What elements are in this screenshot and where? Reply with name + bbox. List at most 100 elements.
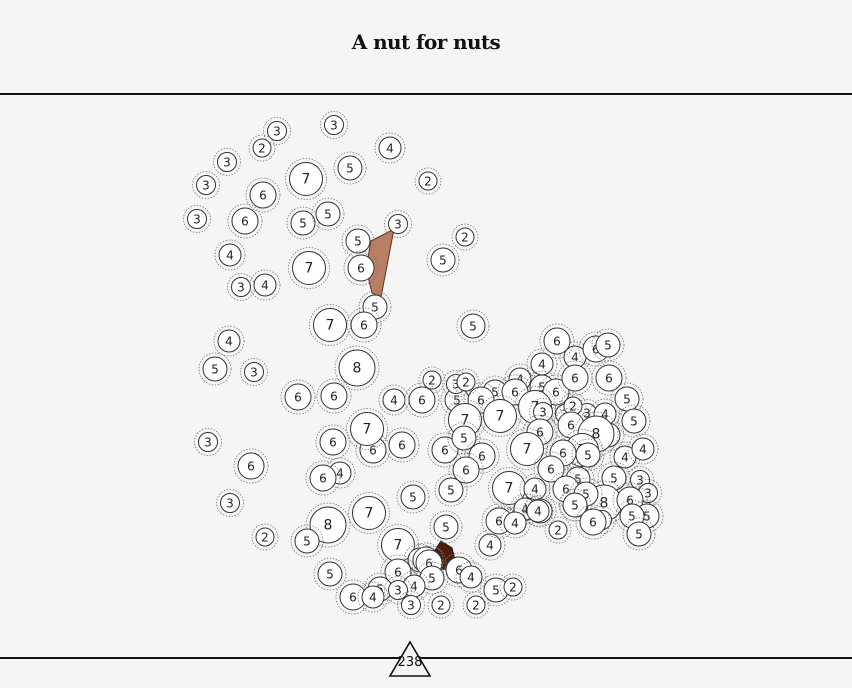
nut-8[interactable]: 8 <box>305 502 351 548</box>
nut-5[interactable]: 5 <box>429 510 463 544</box>
nut-6[interactable]: 6 <box>557 360 593 396</box>
nut-6[interactable]: 6 <box>305 460 341 496</box>
nut-6[interactable]: 6 <box>404 382 440 418</box>
nut-4[interactable]: 4 <box>559 341 591 373</box>
nut-2[interactable]: 2 <box>559 392 587 420</box>
nut-5[interactable]: 5 <box>313 557 347 591</box>
nut-2[interactable]: 2 <box>251 523 279 551</box>
nut-7[interactable]: 7 <box>346 408 388 450</box>
nut-7[interactable]: 7 <box>288 247 330 289</box>
nut-7[interactable]: 7 <box>348 492 390 534</box>
nut-6[interactable]: 6 <box>533 451 569 487</box>
nut-5[interactable]: 5 <box>311 197 345 231</box>
nut-5[interactable]: 5 <box>396 480 430 514</box>
nut-7[interactable]: 7 <box>506 428 548 470</box>
nut-6[interactable]: 6 <box>539 323 575 359</box>
nut-6[interactable]: 6 <box>280 379 316 415</box>
nut-8[interactable]: 8 <box>334 345 380 391</box>
nut-4[interactable]: 4 <box>474 529 506 561</box>
nut-6[interactable]: 6 <box>315 424 351 460</box>
nut-7[interactable]: 7 <box>479 395 521 437</box>
nut-3[interactable]: 3 <box>263 117 291 145</box>
nut-4[interactable]: 4 <box>214 239 246 271</box>
nut-4[interactable]: 4 <box>374 132 406 164</box>
nut-7[interactable]: 7 <box>285 158 327 200</box>
nut-3[interactable]: 3 <box>216 489 244 517</box>
nut-circle <box>249 181 277 209</box>
nut-4[interactable]: 4 <box>213 325 245 357</box>
nut-circle <box>352 496 386 530</box>
nut-2[interactable]: 2 <box>452 368 480 396</box>
nut-6[interactable]: 6 <box>448 452 484 488</box>
nut-halo <box>526 348 558 380</box>
nut-6[interactable]: 6 <box>346 307 382 343</box>
nut-3[interactable]: 3 <box>183 205 211 233</box>
nut-4[interactable]: 4 <box>522 495 554 527</box>
nut-2[interactable]: 2 <box>427 591 455 619</box>
nut-halo <box>290 524 324 558</box>
nut-circle <box>466 595 486 615</box>
nut-circle <box>503 577 523 597</box>
nut-6[interactable]: 6 <box>384 427 420 463</box>
nut-6[interactable]: 6 <box>591 360 627 396</box>
nut-2[interactable]: 2 <box>499 573 527 601</box>
nut-5[interactable]: 5 <box>333 151 367 185</box>
nut-circle <box>548 520 568 540</box>
nut-6[interactable]: 6 <box>575 504 611 540</box>
nut-5[interactable]: 5 <box>622 517 656 551</box>
nut-5[interactable]: 5 <box>198 352 232 386</box>
nut-3[interactable]: 3 <box>194 428 222 456</box>
nut-circle <box>456 372 476 392</box>
nut-3[interactable]: 3 <box>213 148 241 176</box>
nut-6[interactable]: 6 <box>245 177 281 213</box>
nut-halo <box>519 473 551 505</box>
nut-label: 6 <box>553 335 561 349</box>
nut-5[interactable]: 5 <box>591 328 625 362</box>
nut-3[interactable]: 3 <box>384 210 412 238</box>
nut-2[interactable]: 2 <box>418 366 446 394</box>
nut-5[interactable]: 5 <box>456 309 490 343</box>
nut-circle <box>388 431 416 459</box>
nut-6[interactable]: 6 <box>227 203 263 239</box>
nut-4[interactable]: 4 <box>455 561 487 593</box>
nut-5[interactable]: 5 <box>415 561 449 595</box>
nut-halo <box>343 250 379 286</box>
nut-2[interactable]: 2 <box>248 134 276 162</box>
nut-5[interactable]: 5 <box>571 438 605 472</box>
nut-4[interactable]: 4 <box>627 433 659 465</box>
nut-halo <box>214 239 246 271</box>
nut-2[interactable]: 2 <box>414 167 442 195</box>
nut-label: 6 <box>330 390 338 404</box>
nut-4[interactable]: 4 <box>499 507 531 539</box>
nut-3[interactable]: 3 <box>240 358 268 386</box>
nut-2[interactable]: 2 <box>544 516 572 544</box>
nut-2[interactable]: 2 <box>451 223 479 251</box>
nut-5[interactable]: 5 <box>434 473 468 507</box>
nut-5[interactable]: 5 <box>341 224 375 258</box>
nut-label: 7 <box>496 409 505 425</box>
nut-6[interactable]: 6 <box>343 250 379 286</box>
nut-circle <box>289 162 323 196</box>
nut-3[interactable]: 3 <box>192 171 220 199</box>
nut-5[interactable]: 5 <box>426 243 460 277</box>
nut-6[interactable]: 6 <box>316 378 352 414</box>
nut-5[interactable]: 5 <box>290 524 324 558</box>
nut-4[interactable]: 4 <box>378 384 410 416</box>
nut-5[interactable]: 5 <box>286 206 320 240</box>
nut-7[interactable]: 7 <box>309 304 351 346</box>
nut-circle <box>255 527 275 547</box>
nut-3[interactable]: 3 <box>227 273 255 301</box>
nut-4[interactable]: 4 <box>249 269 281 301</box>
nut-7[interactable]: 7 <box>377 524 419 566</box>
nut-label: 6 <box>294 391 302 405</box>
nut-4[interactable]: 4 <box>526 348 558 380</box>
nut-3[interactable]: 3 <box>320 111 348 139</box>
nut-4[interactable]: 4 <box>357 581 389 613</box>
nut-6[interactable]: 6 <box>233 448 269 484</box>
nut-label: 6 <box>592 343 600 357</box>
nut-2[interactable]: 2 <box>462 591 490 619</box>
nut-3[interactable]: 3 <box>397 591 425 619</box>
nut-circle <box>231 207 259 235</box>
nut-5[interactable]: 5 <box>558 488 592 522</box>
